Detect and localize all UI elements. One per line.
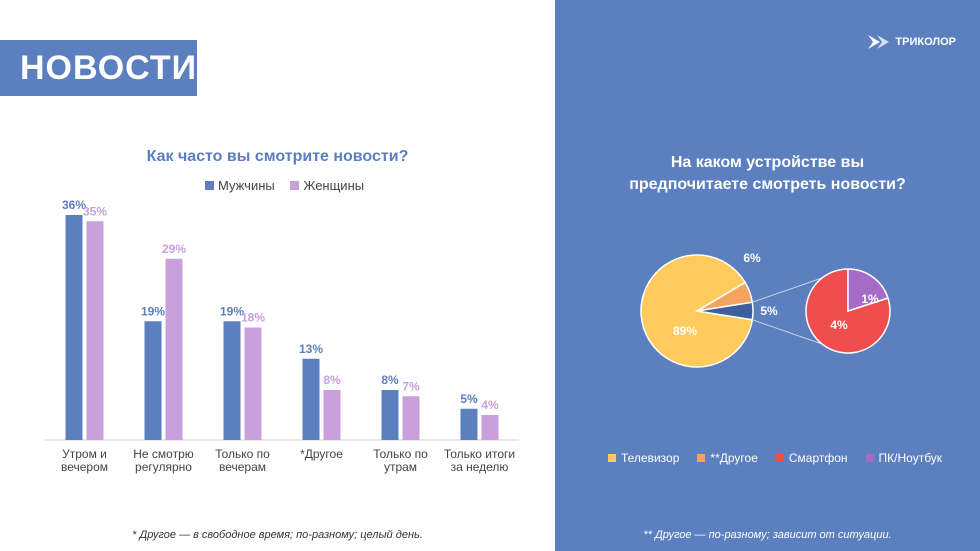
pie-chart-title: На каком устройстве вы предпочитаете смо… bbox=[555, 152, 980, 196]
data-label-women: 29% bbox=[162, 242, 186, 256]
data-label-men: 19% bbox=[220, 304, 244, 318]
pie-slice-tv bbox=[640, 254, 754, 368]
bar-chart-title: Как часто вы смотрите новости? bbox=[146, 148, 409, 165]
data-label-women: 8% bbox=[323, 373, 341, 387]
category-label: *Другое bbox=[300, 447, 343, 461]
bar-men bbox=[381, 390, 399, 440]
category-label: Не смотрю bbox=[133, 447, 194, 461]
bar-men bbox=[460, 408, 478, 440]
data-label-men: 19% bbox=[141, 304, 165, 318]
pie-slice-group bbox=[696, 301, 754, 321]
bar-men bbox=[144, 321, 162, 440]
data-label-women: 7% bbox=[402, 379, 420, 393]
pie-label-pc: 1% bbox=[861, 292, 879, 306]
category-label: Только по bbox=[373, 447, 428, 461]
pie-legend-pc: ПК/Ноутбук bbox=[865, 451, 943, 465]
bar-men bbox=[302, 358, 320, 440]
category-label: утрам bbox=[384, 460, 417, 474]
category-label: Только по bbox=[215, 447, 270, 461]
pie-title-line-1: На каком устройстве вы bbox=[670, 154, 865, 171]
data-label-women: 4% bbox=[481, 398, 499, 412]
bar-legend: Мужчины Женщины bbox=[205, 178, 376, 193]
data-label-men: 36% bbox=[62, 198, 86, 212]
pie-label-smartphone: 4% bbox=[830, 318, 848, 332]
pie-legend-label-smartphone: Смартфон bbox=[788, 451, 848, 465]
category-label: вечерам bbox=[219, 460, 266, 474]
bar-men bbox=[65, 215, 83, 440]
pie-label-other: 6% bbox=[743, 251, 761, 265]
bar-women bbox=[481, 415, 499, 440]
category-label: вечером bbox=[61, 460, 108, 474]
category-label: регулярно bbox=[135, 460, 192, 474]
pie-legend-swatch-pc bbox=[865, 454, 874, 462]
right-panel bbox=[555, 0, 980, 551]
bar-women bbox=[323, 390, 341, 440]
data-label-men: 13% bbox=[299, 342, 323, 356]
legend-label-women: Женщины bbox=[303, 178, 365, 193]
pie-legend-smartphone: Смартфон bbox=[775, 451, 848, 465]
data-label-men: 8% bbox=[381, 373, 399, 387]
data-label-women: 18% bbox=[241, 311, 265, 325]
pie-slice-pc bbox=[847, 268, 889, 313]
bar-men bbox=[223, 321, 241, 440]
legend-item-women: Женщины bbox=[290, 178, 364, 193]
pie-legend-other: **Другое bbox=[697, 451, 758, 465]
bar-women bbox=[86, 221, 104, 440]
pie-legend-swatch-tv bbox=[608, 454, 616, 462]
legend-label-men: Мужчины bbox=[218, 178, 275, 193]
brand-logo: ТРИКОЛОР bbox=[867, 34, 956, 50]
pie-legend-label-pc: ПК/Ноутбук bbox=[878, 451, 943, 465]
pie-legend: Телевизор **Другое Смартфон ПК/Ноутбук bbox=[608, 451, 942, 465]
data-label-men: 5% bbox=[460, 392, 478, 406]
data-label-women: 35% bbox=[83, 204, 107, 218]
pie-legend-label-tv: Телевизор bbox=[621, 451, 680, 465]
pie-legend-swatch-smartphone bbox=[775, 454, 784, 462]
pie-legend-tv: Телевизор bbox=[608, 451, 679, 465]
brand-name: ТРИКОЛОР bbox=[895, 36, 956, 48]
legend-item-men: Мужчины bbox=[205, 178, 275, 193]
legend-swatch-women bbox=[290, 181, 300, 190]
bar-footnote: * Другое — в свободное время; по-разному… bbox=[132, 529, 423, 541]
bar-women bbox=[244, 327, 262, 440]
bar-women bbox=[402, 396, 420, 440]
legend-swatch-men bbox=[205, 181, 214, 190]
category-label: Утром и bbox=[62, 447, 107, 461]
pie-label-tv: 89% bbox=[673, 324, 697, 338]
bar-women bbox=[165, 258, 183, 440]
pie-legend-swatch-other bbox=[697, 454, 706, 462]
category-label: Только итоги bbox=[444, 447, 515, 461]
pie-label-group: 5% bbox=[760, 304, 778, 318]
pie-legend-label-other: **Другое bbox=[710, 451, 758, 465]
pie-footnote: ** Другое — по-разному; зависит от ситуа… bbox=[643, 529, 892, 541]
pie-title-line-2: предпочитаете смотреть новости? bbox=[629, 176, 906, 193]
category-label: за неделю bbox=[451, 460, 509, 474]
page-title: НОВОСТИ bbox=[0, 40, 197, 96]
tricolor-logo-icon bbox=[868, 35, 890, 49]
